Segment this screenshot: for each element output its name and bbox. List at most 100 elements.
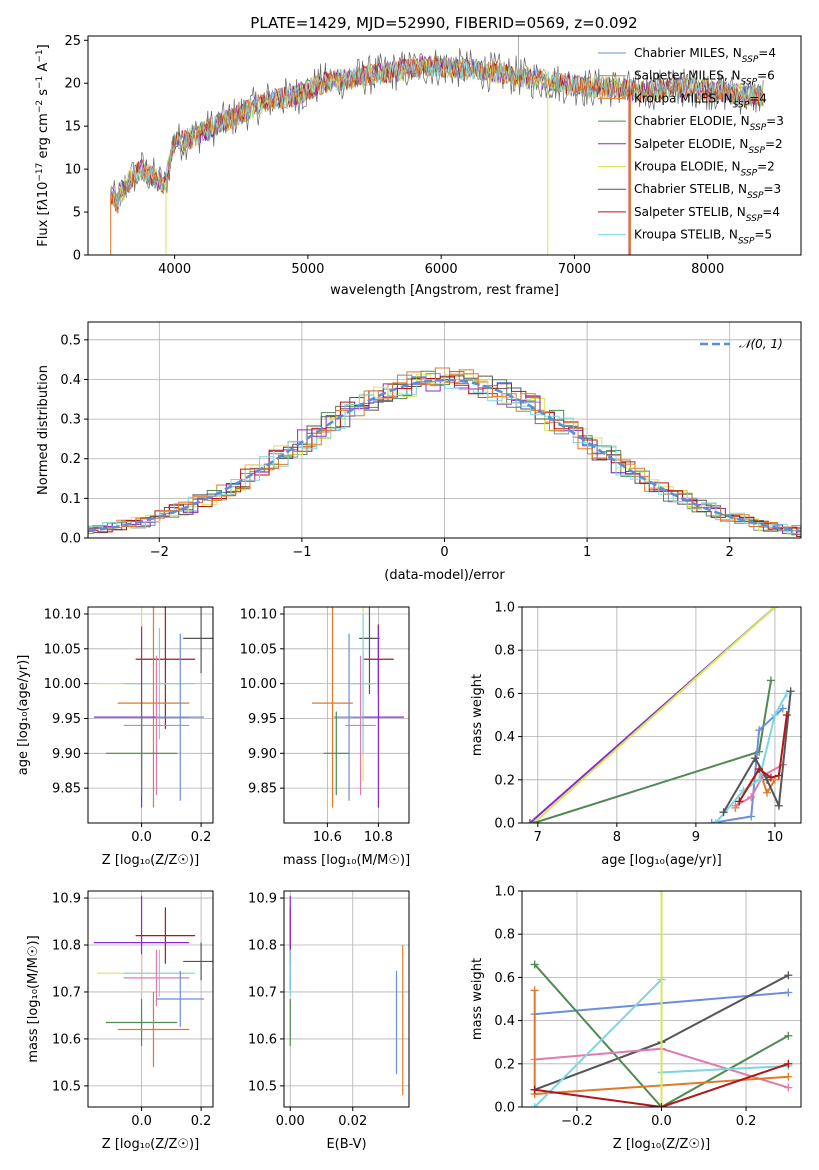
legend-entry-label: Kroupa MILES, NSSP=4 [634,91,767,110]
plot-area [110,36,764,255]
axes-frame [283,890,410,1108]
legend-entry-label: Chabrier ELODIE, NSSP=3 [634,114,784,133]
y-tick-label: 0.8 [494,928,515,943]
mass-weight-marker [784,1031,793,1040]
legend-label-sub: SSP [738,237,755,247]
y-tick-label: 10.5 [52,1079,81,1094]
normal-distribution-curve [88,378,801,533]
legend-label-tail: =2 [765,137,783,151]
y-tick-label: 0 [73,249,81,264]
plot-area [530,891,793,1107]
y-axis-label: Normed distribution [36,365,51,495]
mass-weight-marker [755,765,764,773]
y-axis-label-part: 10 [36,182,51,199]
y-tick-label: 9.95 [248,712,277,727]
y-tick-label: 0.5 [60,333,81,348]
mass-vs-metallicity-panel: 0.0 0.2 10.5 10.6 10.7 10.8 10.9 Z [log₁₀(Z/Z☉)… [26,890,214,1152]
mass-weight-line-7 [534,1062,789,1107]
mass-weight-marker [784,988,793,997]
legend-label-sub: SSP [748,146,765,156]
mass-weight-marker [766,773,775,782]
legend-entry-label: Salpeter MILES, NSSP=6 [634,69,775,88]
legend-label-main: Salpeter MILES, N [634,69,741,83]
y-tick-label: 10.8 [248,939,277,954]
legend-label-sub: SSP [750,123,767,133]
age-vs-metallicity-panel: 0.0 0.2 9.85 9.90 9.95 10.00 10.05 10.10 Z [log₁… [16,606,214,868]
y-tick-label: 0.6 [494,687,515,702]
y-tick-label: 20 [64,77,81,92]
age-vs-mass-panel: 10.6 10.8 9.85 9.90 9.95 10.00 10.05 10.10 mass … [240,606,410,868]
x-tick-label: −2 [150,545,169,560]
legend-label-sub: SSP [741,78,758,88]
y-tick-label: 9.90 [248,747,277,762]
y-axis-label-part: Flux [f [36,205,51,246]
legend-label-tail: =3 [766,114,784,128]
y-tick-label: 10.10 [240,607,277,622]
x-tick-label: 0 [440,545,448,560]
y-axis-label: Flux [fλ10−17 erg cm−2 s−1 A−1] [35,44,51,246]
legend-label-sub: SSP [747,191,764,201]
mass-weight-marker [711,819,720,823]
x-tick-label: 6000 [425,262,458,277]
y-tick-label: 5 [73,206,81,221]
x-axis-label: Z [log₁₀(Z/Z☉)] [613,1137,710,1152]
plot-area [525,607,795,823]
mass-weight-marker [735,797,744,806]
mass-weight-line-3 [711,707,784,823]
legend-label-tail: =6 [757,69,775,83]
x-tick-label: 0.0 [651,1114,672,1129]
y-tick-label: 1.0 [494,601,515,616]
residual-histogram-panel: −2 −1 0 1 2 0.0 0.1 0.2 0.3 0.4 0.5 (data-model)/er… [36,321,802,583]
legend-label-main: Kroupa MILES, N [634,91,733,105]
legend-entry-label: Salpeter STELIB, NSSP=4 [634,205,780,224]
figure-title: PLATE=1429, MJD=52990, FIBERID=0569, z=0… [250,14,637,32]
y-tick-label: 10.7 [248,985,277,1000]
legend-label-tail: =4 [762,205,780,219]
legend-label-tail: =5 [754,228,772,242]
y-tick-label: 0.2 [494,1057,515,1072]
mass-weight-marker [529,819,538,823]
x-tick-label: 9 [692,830,700,845]
y-tick-label: 10.6 [52,1032,81,1047]
y-tick-label: 0.3 [60,413,81,428]
x-tick-label: 7 [534,830,542,845]
legend-entry-label: Kroupa ELODIE, NSSP=2 [634,160,775,179]
y-axis-label: mass weight [470,674,485,756]
legend-label-sub: SSP [746,214,763,224]
mass-weight-marker [530,1103,539,1107]
x-tick-label: 10.8 [364,830,393,845]
mass-weight-marker [784,1072,793,1081]
y-axis-label-part: −1 [35,76,45,89]
legend-label-main: Kroupa STELIB, N [634,228,738,242]
x-tick-label: 8000 [691,262,724,277]
x-tick-label: 0.02 [338,1114,367,1129]
y-axis-label-part: erg cm [36,113,51,162]
legend-entry-label: Kroupa STELIB, NSSP=5 [634,228,772,247]
y-tick-label: 10 [64,163,81,178]
x-tick-label: 2 [726,545,734,560]
mass-weight-marker [731,801,740,810]
x-tick-label: 5000 [291,262,324,277]
y-tick-label: 15 [64,120,81,135]
plot-area [93,895,213,1068]
histogram-steps-8 [88,367,801,535]
y-axis-label-part: s [36,89,51,100]
y-tick-label: 9.85 [52,782,81,797]
y-tick-label: 10.00 [240,677,277,692]
legend-entry-label: Chabrier MILES, NSSP=4 [634,46,776,65]
mass-weight-marker [774,771,783,780]
legend-label-sub: SSP [733,100,750,110]
mass-weight-marker [747,793,756,802]
y-tick-label: 0.4 [60,373,81,388]
plot-area [93,607,213,808]
y-axis-label-part: −1 [35,49,45,62]
legend-label-main: Chabrier STELIB, N [634,182,747,196]
legend-entry-label: 𝒩(0, 1) [739,337,783,351]
legend-label-tail: =4 [749,91,767,105]
x-tick-label: 4000 [158,262,191,277]
spectrum-panel: 4000 5000 6000 7000 8000 0 5 10 15 20 25 wavelength… [35,34,802,298]
y-tick-label: 10.05 [240,642,277,657]
x-tick-label: 0.2 [191,830,212,845]
y-axis-label-part: A [36,63,51,76]
